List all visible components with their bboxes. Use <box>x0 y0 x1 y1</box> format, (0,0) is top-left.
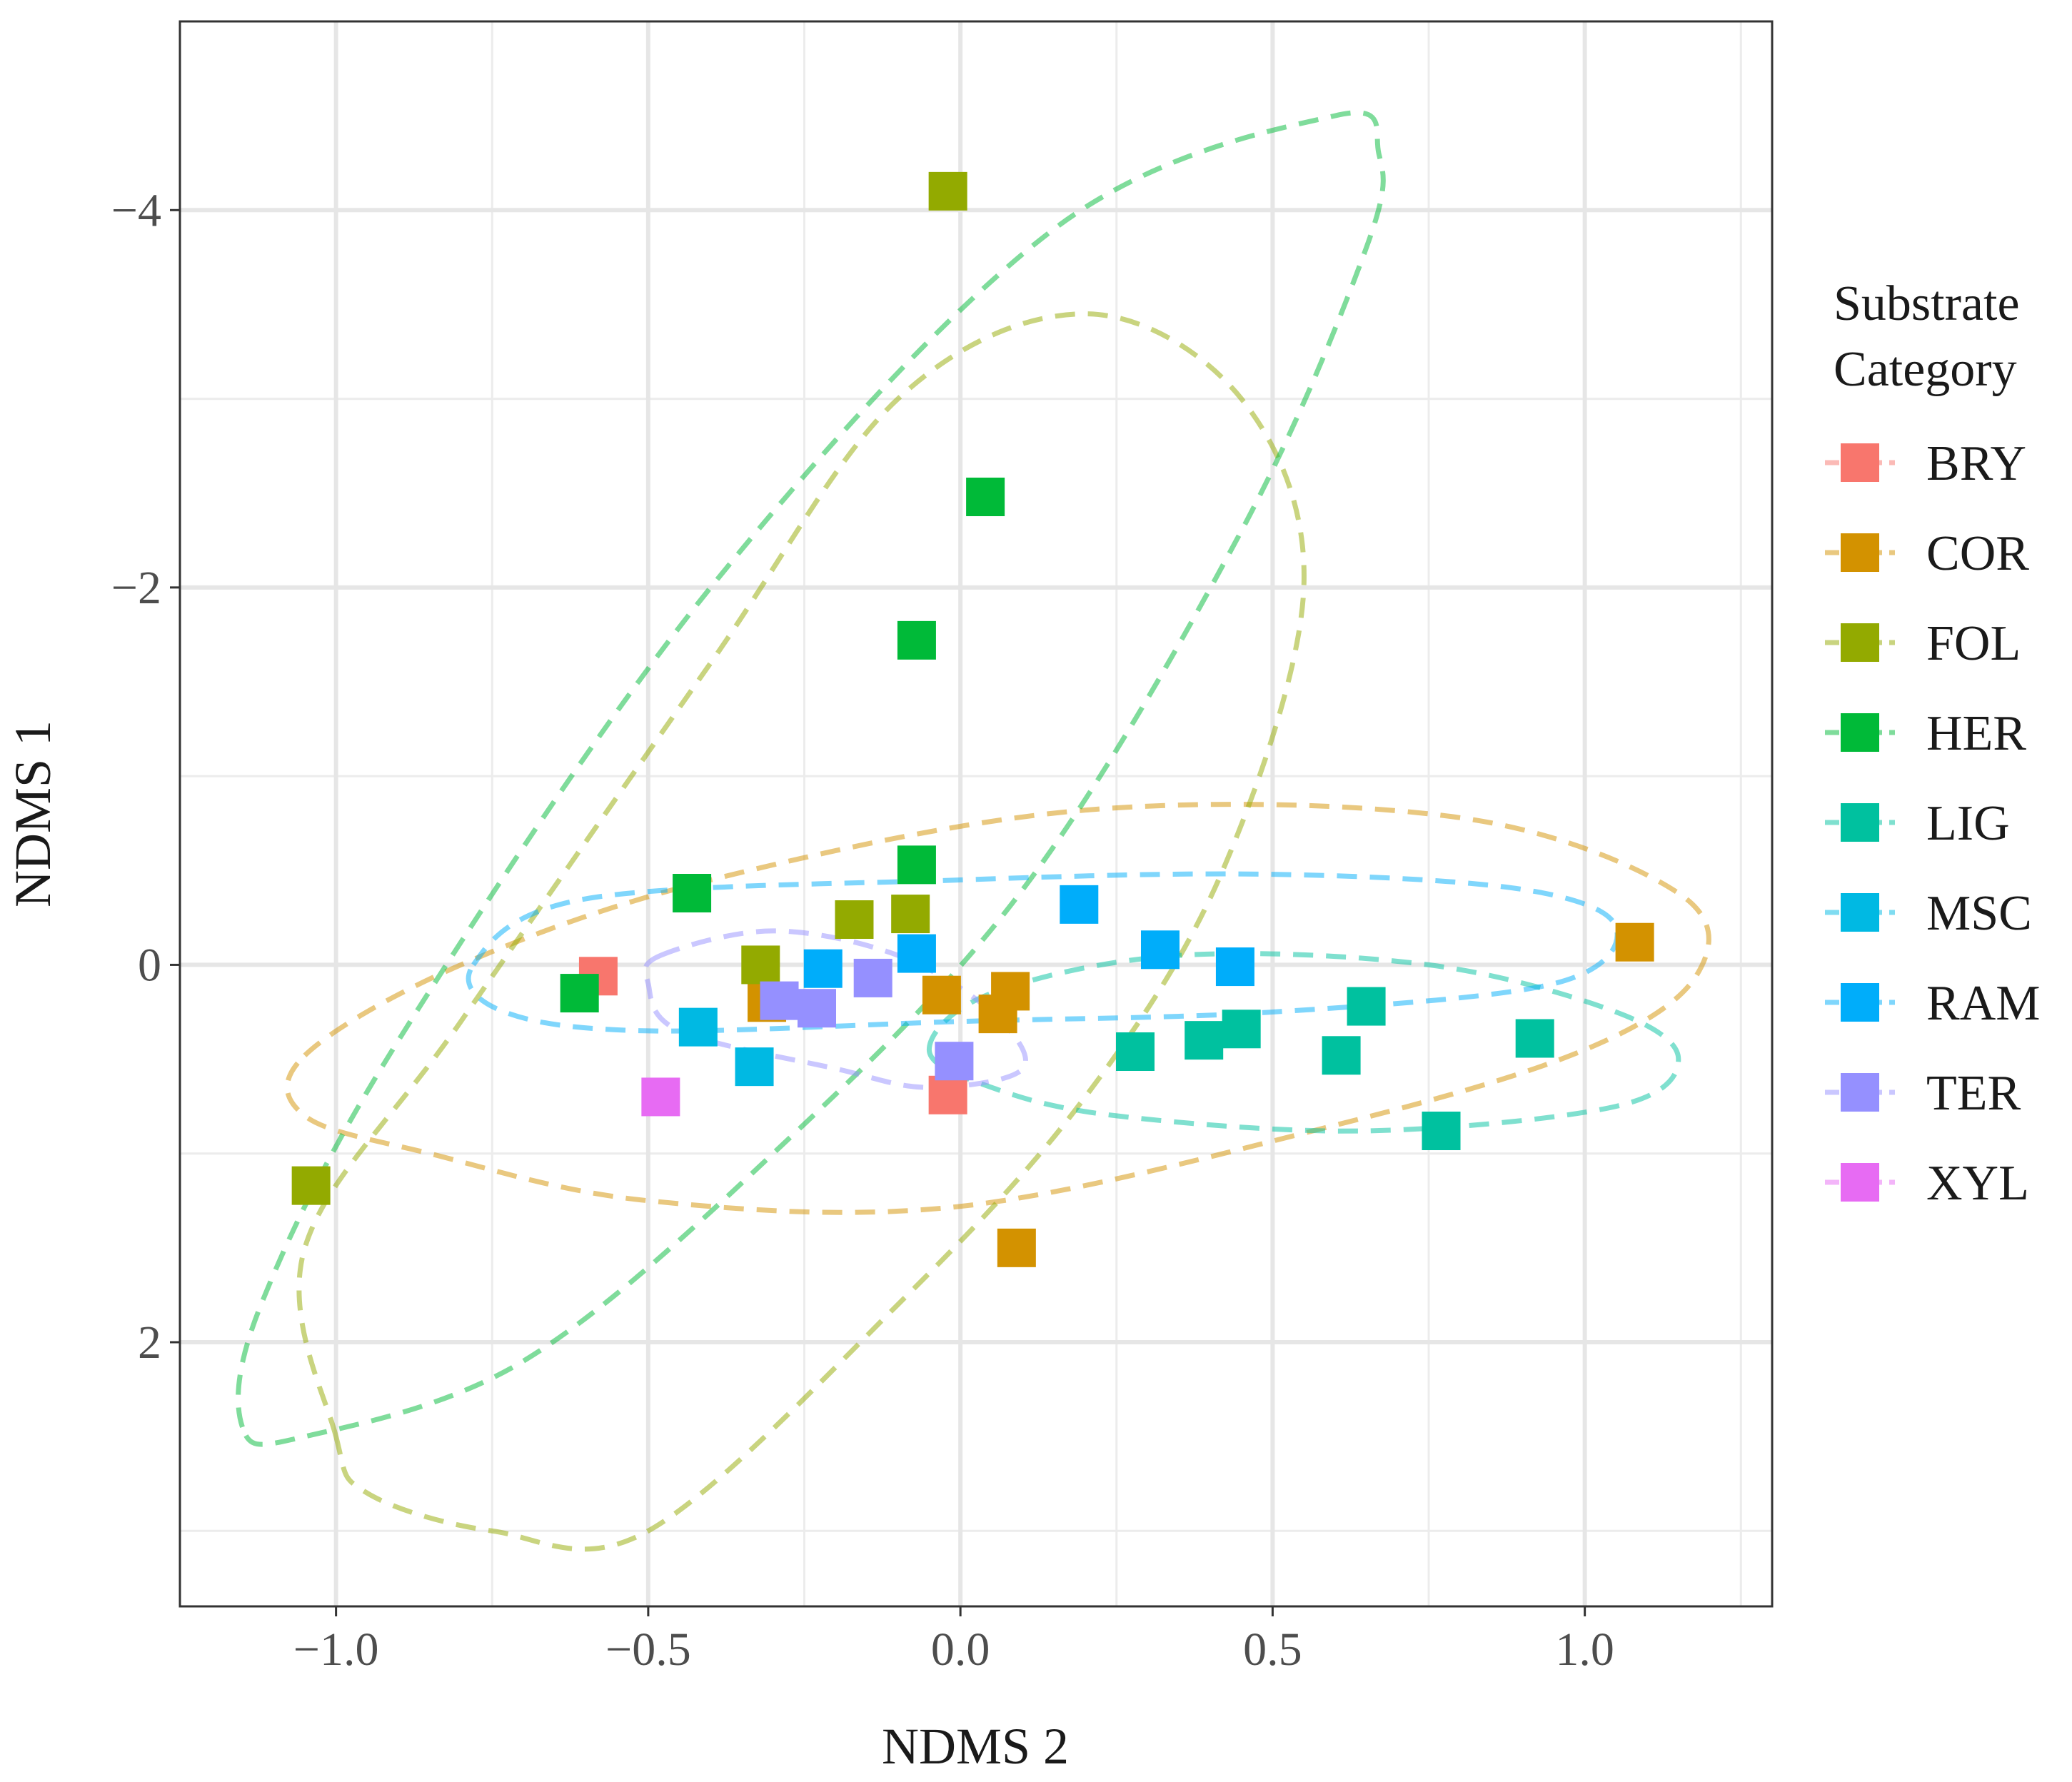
legend-key-square <box>1841 713 1879 752</box>
y-tick-label: −2 <box>111 562 161 614</box>
legend-title: Category <box>1834 342 2017 397</box>
point-ter <box>935 1042 974 1081</box>
point-ter <box>760 981 799 1020</box>
point-fol <box>741 945 780 985</box>
y-tick-label: 2 <box>138 1317 161 1369</box>
point-cor <box>1615 922 1654 962</box>
point-cor <box>922 975 961 1015</box>
x-axis-title: NDMS 2 <box>882 1718 1069 1775</box>
point-her <box>966 478 1005 516</box>
point-lig <box>1422 1112 1461 1150</box>
legend-key-square <box>1841 983 1879 1022</box>
ellipse-fol <box>296 311 1307 1552</box>
y-tick-label: −4 <box>111 184 161 236</box>
point-ram <box>803 949 843 988</box>
legend-label: FOL <box>1926 616 2021 671</box>
point-fol <box>928 171 967 211</box>
plot-panel <box>180 21 1772 1606</box>
point-msc <box>735 1047 774 1087</box>
legend-label: RAM <box>1926 976 2040 1031</box>
legend-key-square <box>1841 1073 1879 1112</box>
point-lig <box>1116 1032 1155 1071</box>
legend-label: COR <box>1926 526 2029 581</box>
point-her <box>560 974 599 1013</box>
legend-key-square <box>1841 443 1879 482</box>
point-lig <box>1322 1036 1361 1075</box>
legend-key-square <box>1841 893 1879 932</box>
point-ram <box>1060 885 1099 924</box>
point-cor <box>997 1228 1036 1267</box>
legend-key-square <box>1841 533 1879 572</box>
legend-item-her: HER <box>1825 706 2026 761</box>
point-xyl <box>641 1077 680 1117</box>
x-tick-label: −0.5 <box>605 1624 691 1676</box>
y-tick-label: 0 <box>138 939 161 991</box>
point-lig <box>1347 987 1386 1026</box>
point-msc <box>678 1007 718 1047</box>
point-her <box>673 874 712 912</box>
ellipse-ter <box>643 928 1028 1090</box>
ellipse-lig <box>926 951 1681 1134</box>
point-lig <box>1185 1021 1224 1060</box>
legend-item-xyl: XYL <box>1825 1156 2029 1211</box>
ellipse-cor <box>284 802 1711 1215</box>
ellipse-her <box>236 110 1386 1447</box>
legend-label: HER <box>1926 706 2026 761</box>
legend-item-ter: TER <box>1825 1066 2021 1121</box>
legend-key-square <box>1841 803 1879 842</box>
point-ter <box>798 989 836 1028</box>
point-ram <box>1140 930 1180 970</box>
point-ram <box>1215 947 1254 987</box>
x-tick-label: −1.0 <box>293 1624 379 1676</box>
point-lig <box>1515 1019 1554 1058</box>
point-fol <box>891 895 930 934</box>
plot-border <box>178 20 1774 1608</box>
legend-label: MSC <box>1926 886 2032 941</box>
legend-key-square <box>1841 623 1879 662</box>
legend-title: Substrate <box>1834 276 2020 331</box>
point-her <box>897 845 936 885</box>
x-tick-label: 1.0 <box>1555 1624 1614 1676</box>
point-bry <box>928 1075 967 1114</box>
legend-item-fol: FOL <box>1825 616 2021 671</box>
point-ram <box>897 934 936 973</box>
point-fol <box>835 900 874 939</box>
y-axis-title: NDMS 1 <box>4 720 61 907</box>
legend-key-square <box>1841 1163 1879 1202</box>
legend-item-lig: LIG <box>1825 796 2010 851</box>
legend-item-cor: COR <box>1825 526 2029 581</box>
x-tick-label: 0.5 <box>1243 1624 1302 1676</box>
x-tick-label: 0.0 <box>931 1624 990 1676</box>
legend-label: XYL <box>1926 1156 2029 1211</box>
legend-item-msc: MSC <box>1825 886 2032 941</box>
point-fol <box>291 1166 331 1205</box>
legend-item-bry: BRY <box>1825 436 2026 491</box>
point-cor <box>991 972 1030 1011</box>
legend-label: BRY <box>1926 436 2026 491</box>
legend-label: LIG <box>1926 796 2010 851</box>
point-lig <box>1222 1010 1261 1049</box>
point-her <box>897 620 936 660</box>
point-ter <box>853 958 892 997</box>
legend-label: TER <box>1926 1066 2021 1121</box>
legend-item-ram: RAM <box>1825 976 2040 1031</box>
